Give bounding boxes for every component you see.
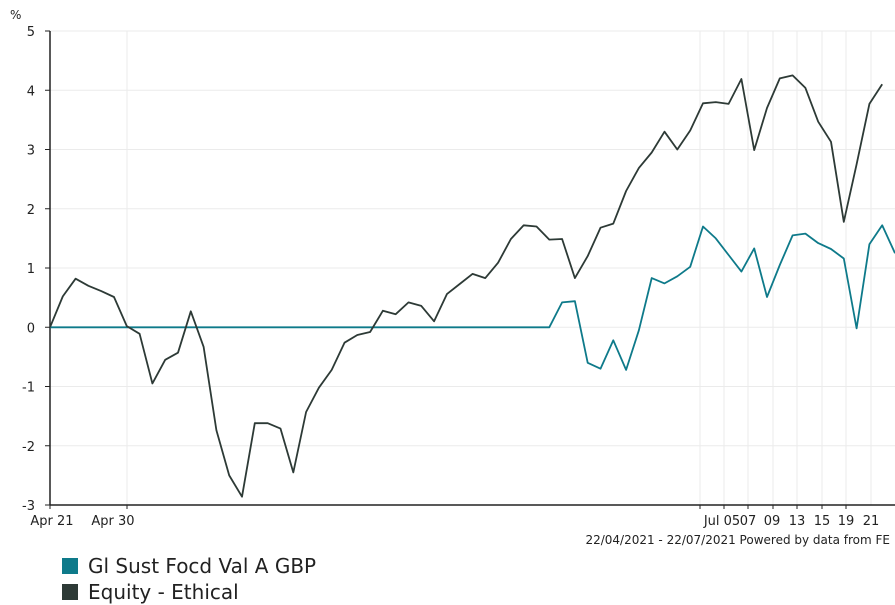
- x-tick-label: Apr 30: [91, 514, 134, 529]
- x-tick-label: 13: [789, 514, 806, 529]
- y-tick-label: -2: [22, 440, 35, 455]
- legend: Gl Sust Focd Val A GBP Equity - Ethical: [62, 553, 316, 605]
- y-tick-label: 2: [27, 203, 35, 218]
- y-tick-label: -3: [22, 499, 35, 514]
- y-tick-label: 3: [27, 144, 35, 159]
- grid: [50, 30, 895, 505]
- legend-label: Equity - Ethical: [88, 580, 239, 604]
- x-tick-label: Apr 21: [30, 514, 73, 529]
- legend-item-sector: Equity - Ethical: [62, 579, 316, 605]
- x-tick-label: 21: [863, 514, 880, 529]
- y-tick-label: 4: [27, 84, 35, 99]
- x-tick-label: 19: [838, 514, 855, 529]
- series-lines: [49, 74, 895, 498]
- chart-footer: 22/04/2021 - 22/07/2021 Powered by data …: [585, 533, 890, 547]
- x-tick-label: 07: [740, 514, 757, 529]
- x-tick-label: Jul 05: [703, 514, 740, 529]
- x-tick-label: 09: [764, 514, 781, 529]
- series-line-fund: [50, 224, 895, 371]
- legend-swatch: [62, 584, 78, 600]
- y-tick-label: 1: [27, 262, 35, 277]
- legend-swatch: [62, 558, 78, 574]
- y-tick-label: 0: [27, 321, 35, 336]
- series-line-sector: [49, 74, 883, 498]
- y-tick-label: -1: [22, 381, 35, 396]
- y-tick-label: 5: [27, 25, 35, 40]
- x-tick-label: 15: [814, 514, 831, 529]
- y-unit-label: %: [10, 8, 21, 22]
- legend-label: Gl Sust Focd Val A GBP: [88, 554, 317, 578]
- legend-item-fund: Gl Sust Focd Val A GBP: [62, 553, 316, 579]
